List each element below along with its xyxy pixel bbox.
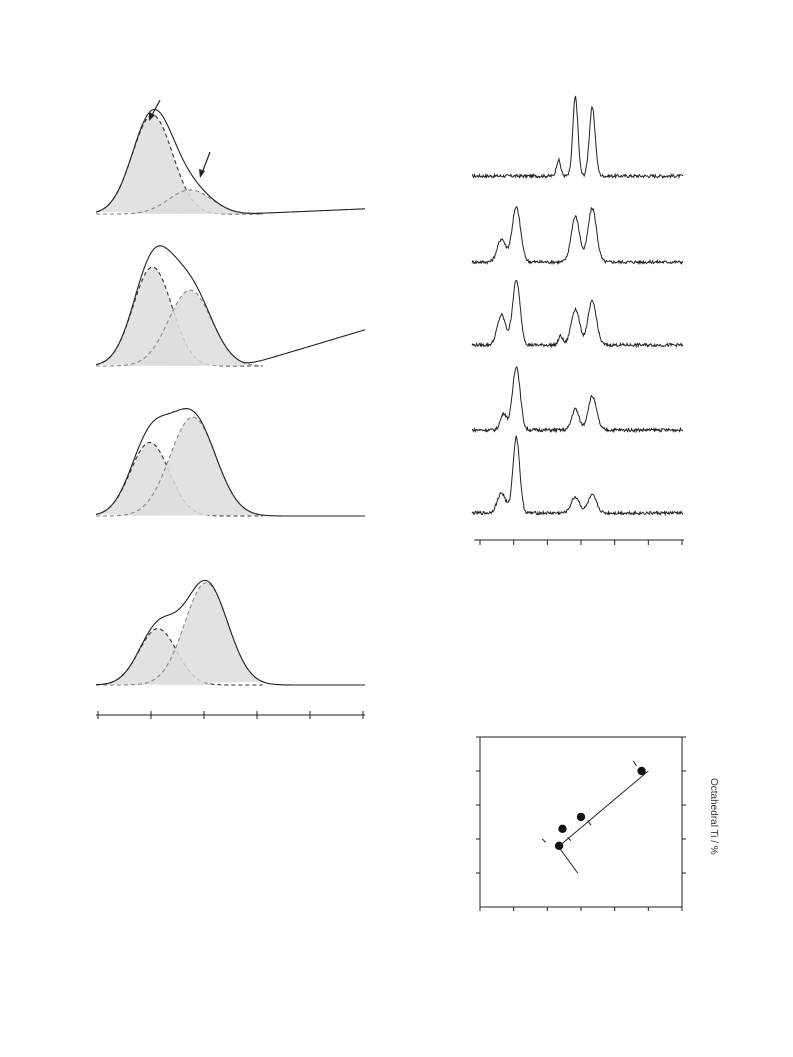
right-top-panel-spectra bbox=[471, 95, 684, 545]
left-panel-deconvolution bbox=[95, 99, 366, 719]
octahedral-ti-axis-label: Octahedral Ti / % bbox=[708, 778, 719, 855]
stacked-spectrum-4 bbox=[471, 435, 684, 517]
scatter-frame bbox=[479, 736, 683, 908]
arrow-head-1 bbox=[149, 112, 155, 121]
stacked-spectrum-1 bbox=[471, 206, 684, 266]
spectrum-envelope-2 bbox=[95, 408, 365, 517]
scatter-tick-mark bbox=[632, 760, 637, 767]
component-fill-3-1 bbox=[96, 582, 263, 685]
right-bottom-panel-scatter bbox=[476, 736, 686, 911]
component-fill-1-1 bbox=[96, 290, 263, 366]
scatter-point bbox=[558, 824, 567, 833]
component-dashed-1-1 bbox=[96, 289, 263, 367]
scatter-tick-mark bbox=[541, 838, 547, 843]
component-fill-2-0 bbox=[96, 442, 263, 516]
scatter-tick-mark bbox=[587, 820, 592, 826]
scatter-point bbox=[554, 841, 564, 850]
spectrum-envelope-0 bbox=[95, 108, 366, 214]
component-fill-1-0 bbox=[96, 267, 263, 366]
arrow-peak-2 bbox=[201, 151, 211, 174]
scatter-leader-line bbox=[558, 847, 579, 874]
arrow-head-2 bbox=[199, 169, 205, 178]
component-fill-2-1 bbox=[96, 417, 263, 516]
scatter-point bbox=[576, 812, 586, 822]
scatter-point bbox=[637, 766, 646, 776]
stacked-spectrum-0 bbox=[471, 95, 684, 180]
stacked-spectrum-3 bbox=[471, 366, 684, 434]
component-fill-0-1 bbox=[96, 189, 263, 214]
component-dashed-2-0 bbox=[95, 441, 263, 517]
stacked-spectrum-2 bbox=[471, 279, 684, 349]
scatter-tick-mark bbox=[567, 836, 572, 842]
spectrum-envelope-3 bbox=[96, 579, 365, 686]
spectrum-envelope-1 bbox=[95, 245, 366, 366]
scatter-fit-line bbox=[557, 770, 649, 848]
